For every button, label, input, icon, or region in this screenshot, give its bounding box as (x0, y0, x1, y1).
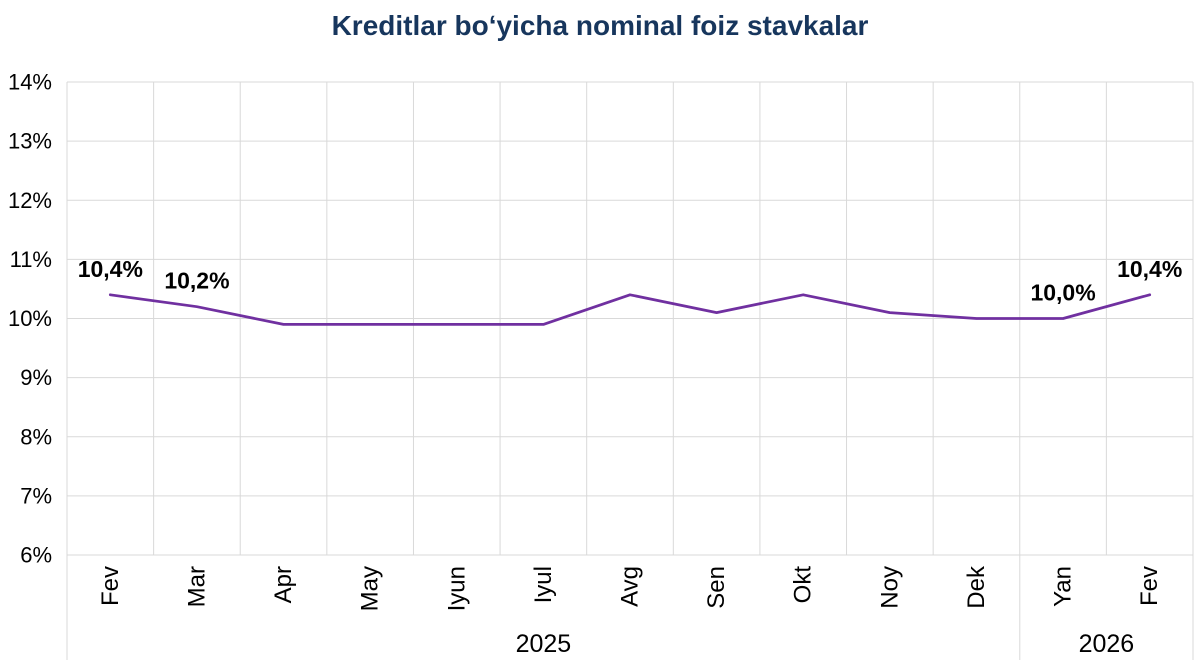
chart-title: Kreditlar boʻyicha nominal foiz stavkala… (331, 10, 869, 41)
x-axis-month-label: Apr (270, 566, 297, 603)
x-axis-month-label: Avg (617, 566, 644, 607)
data-point-label: 10,2% (164, 268, 229, 294)
x-axis-month-label: Fev (1136, 566, 1163, 606)
y-axis-tick-label: 9% (20, 365, 52, 390)
y-axis-tick-label: 14% (8, 70, 52, 95)
data-series-line (108, 293, 1152, 326)
x-axis-month-label: Yan (1050, 566, 1077, 607)
data-point-label: 10,4% (1117, 256, 1182, 282)
data-point-label: 10,0% (1030, 280, 1095, 306)
x-axis-month-label: May (357, 566, 384, 611)
x-axis-month-label: Sen (703, 566, 730, 609)
y-axis-tick-label: 6% (20, 543, 52, 568)
x-axis-month-label: Iyul (530, 566, 557, 603)
x-axis-year-label: 2026 (1079, 630, 1135, 658)
y-axis-tick-label: 7% (20, 483, 52, 508)
y-axis-tick-label: 10% (8, 306, 52, 331)
x-axis-year-label: 2025 (516, 630, 572, 658)
x-axis-month-label: Iyun (443, 566, 470, 611)
x-axis-month-label: Fev (97, 566, 124, 606)
x-axis-month-label: Okt (790, 566, 817, 604)
y-axis-tick-label: 11% (10, 247, 52, 272)
x-axis-month-label: Noy (876, 566, 903, 609)
y-axis-tick-label: 8% (20, 424, 52, 449)
y-axis-tick-label: 13% (8, 129, 52, 154)
x-axis-month-label: Dek (963, 565, 990, 609)
x-axis-month-label: Mar (183, 566, 210, 607)
y-axis-tick-label: 12% (8, 188, 52, 213)
data-point-label: 10,4% (78, 256, 143, 282)
